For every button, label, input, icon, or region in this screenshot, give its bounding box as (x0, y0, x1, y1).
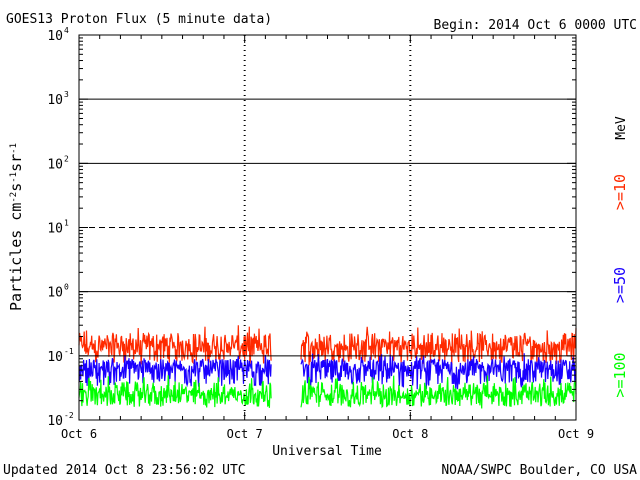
y-tick-exponent-6: 4 (64, 26, 69, 35)
y-tick-label-5: 10 (47, 93, 63, 108)
series-line->=100-0 (78, 375, 272, 408)
y-tick-exponent-2: 0 (64, 283, 69, 292)
y-label-part-a: Particles cm (7, 203, 25, 311)
series-layer (78, 325, 577, 409)
updated-timestamp: Updated 2014 Oct 8 23:56:02 UTC (3, 463, 246, 478)
legend-entry-2: >=100 (611, 352, 629, 397)
x-tick-label-3: Oct 9 (558, 427, 594, 441)
legend: >=10 >=50 >=100 (611, 174, 629, 398)
series-line->=100-1 (300, 375, 577, 409)
y-tick-label-6: 10 (47, 29, 63, 44)
series-line->=10-0 (78, 325, 272, 366)
y-label-part-b: -2 (9, 192, 19, 203)
legend-entry-0: >=10 (611, 174, 629, 210)
source-credit: NOAA/SWPC Boulder, CO USA (441, 463, 637, 478)
y-tick-label-4: 10 (47, 157, 63, 172)
y-tick-label-0: 10 (47, 414, 63, 429)
y-label-part-d: -1 (9, 172, 19, 183)
x-tick-label-2: Oct 8 (392, 427, 428, 441)
y-tick-exponent-1: -1 (64, 347, 74, 356)
x-tick-label-0: Oct 6 (61, 427, 97, 441)
x-axis-label: Universal Time (272, 444, 382, 459)
x-tick-label-1: Oct 7 (227, 427, 263, 441)
series-line->=10-1 (300, 326, 577, 366)
y-tick-exponent-0: -2 (64, 411, 74, 420)
y-tick-exponent-5: 3 (64, 90, 69, 99)
y-tick-exponent-3: 1 (64, 219, 69, 228)
series-line->=50-1 (300, 353, 577, 390)
begin-date: Begin: 2014 Oct 6 0000 UTC (434, 18, 638, 33)
grid-layer (79, 35, 576, 420)
y-label-part-e: sr (7, 154, 25, 172)
chart-title: GOES13 Proton Flux (5 minute data) (6, 12, 272, 27)
y-tick-exponent-4: 2 (64, 154, 69, 163)
units-label: MeV (614, 116, 629, 140)
y-tick-label-1: 10 (47, 350, 63, 365)
y-tick-label-3: 10 (47, 222, 63, 237)
y-axis-label: Particles cm-2s-1sr-1 (7, 143, 25, 311)
y-label-part-c: s (7, 183, 25, 192)
legend-entry-1: >=50 (611, 267, 629, 303)
y-label-part-f: -1 (9, 143, 19, 154)
y-tick-label-2: 10 (47, 286, 63, 301)
